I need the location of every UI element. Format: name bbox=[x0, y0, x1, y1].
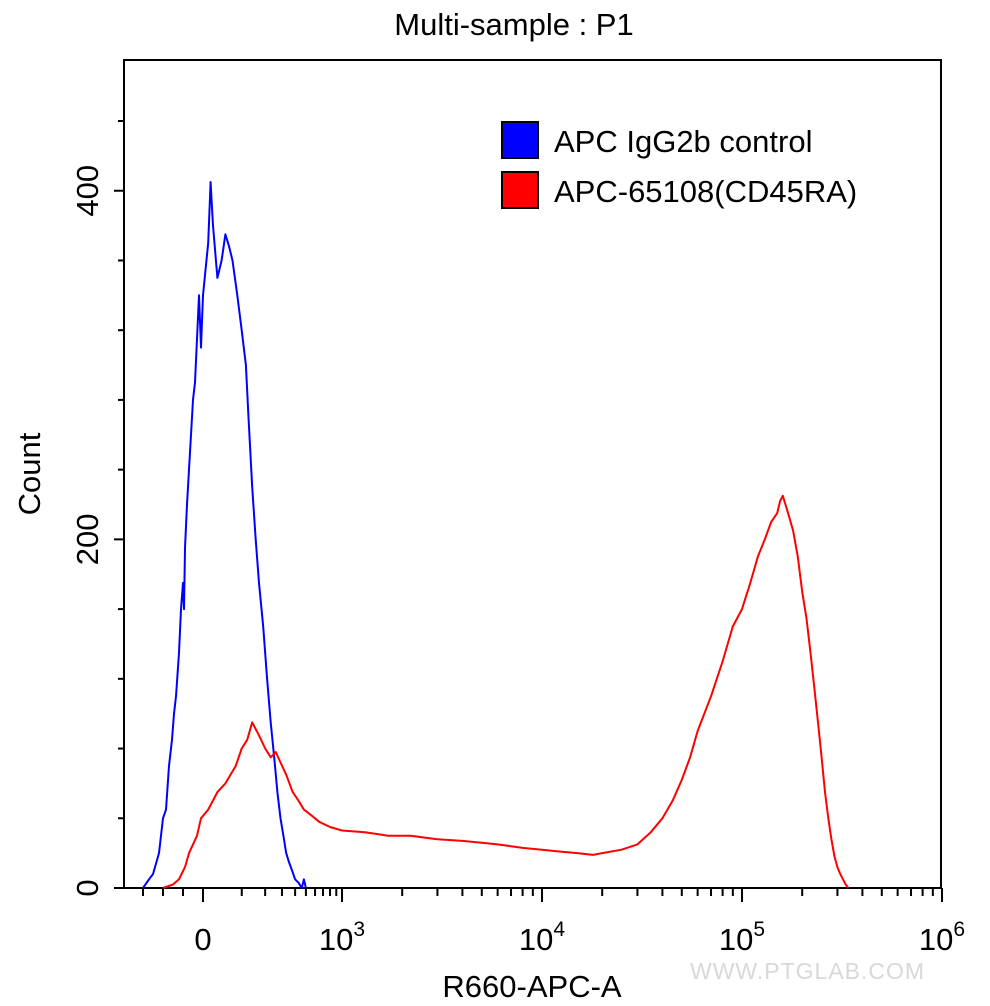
x-tick-label: 105 bbox=[719, 918, 765, 957]
y-tick-label: 400 bbox=[70, 165, 105, 217]
x-axis-label: R660-APC-A bbox=[442, 969, 621, 1004]
legend-swatch bbox=[501, 171, 539, 209]
y-tick-label: 200 bbox=[70, 514, 105, 566]
legend-label: APC IgG2b control bbox=[554, 124, 812, 159]
y-tick-label: 0 bbox=[70, 879, 105, 896]
x-tick-label: 0 bbox=[194, 922, 211, 957]
x-tick-label: 103 bbox=[319, 918, 365, 957]
legend-label: APC-65108(CD45RA) bbox=[554, 174, 857, 209]
x-axis: 0 103 104 105 106 bbox=[142, 888, 965, 957]
chart-title: Multi-sample : P1 bbox=[394, 7, 633, 42]
series-layer bbox=[142, 181, 850, 889]
series-line-2 bbox=[162, 494, 850, 889]
series-line-1 bbox=[142, 181, 307, 889]
x-tick-label: 104 bbox=[519, 918, 565, 957]
legend: APC IgG2b control APC-65108(CD45RA) bbox=[501, 121, 857, 209]
y-axis: 0 200 400 bbox=[70, 120, 124, 897]
watermark: WWW.PTGLAB.COM bbox=[690, 958, 926, 984]
legend-swatch bbox=[501, 121, 539, 159]
y-axis-label: Count bbox=[12, 432, 47, 515]
x-tick-label: 106 bbox=[919, 918, 965, 957]
